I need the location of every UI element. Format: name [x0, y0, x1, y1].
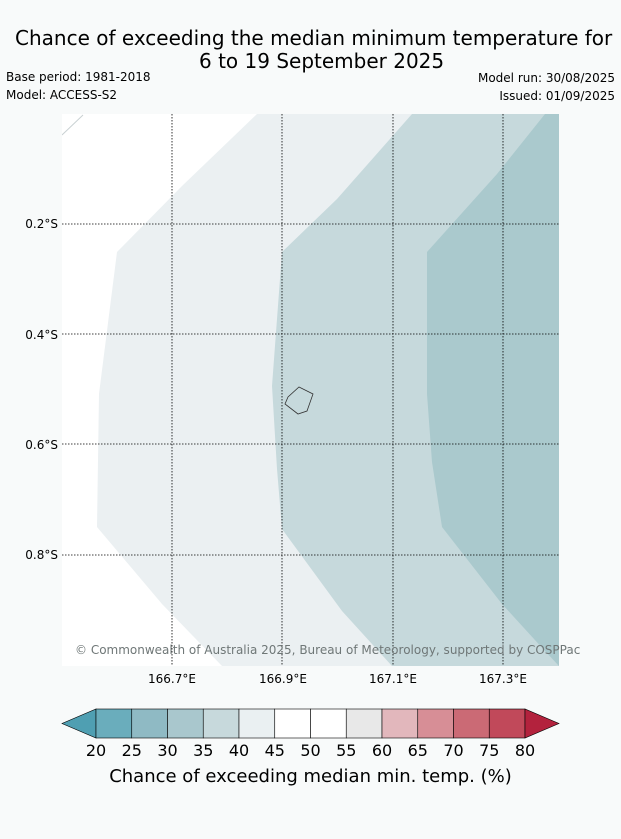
colorbar-cell-35-40: [202, 708, 240, 739]
colorbar-cell-65-70: [417, 708, 454, 739]
coast-fragment: [62, 114, 84, 136]
lon-label-167.1e: 167.1°E: [369, 672, 417, 686]
lon-label-166.9e: 166.9°E: [259, 672, 307, 686]
colorbar-tick-65: 65: [407, 741, 428, 760]
lat-label-0.4s: 0.4°S: [25, 328, 58, 342]
colorbar-tick-75: 75: [479, 741, 500, 760]
colorbar-tick-55: 55: [336, 741, 357, 760]
model-run: Model run: 30/08/2025: [477, 71, 615, 85]
graticule: [62, 114, 559, 666]
colorbar-tick-30: 30: [157, 741, 178, 760]
colorbar-arrow-low: [61, 708, 97, 739]
colorbar-cell-45-50: [274, 708, 311, 739]
colorbar-tick-45: 45: [264, 741, 285, 760]
colorbar-cell-30-35: [167, 708, 204, 739]
lat-label-0.8s: 0.8°S: [25, 548, 58, 562]
lon-label-166.7e: 166.7°E: [148, 672, 196, 686]
band-35-40: [427, 114, 559, 666]
base-period: Base period: 1981-2018: [6, 70, 151, 84]
colorbar-tick-70: 70: [443, 741, 464, 760]
colorbar-label: Chance of exceeding median min. temp. (%…: [109, 766, 512, 787]
colorbar-cell-60-65: [381, 708, 419, 739]
colorbar-tick-50: 50: [300, 741, 321, 760]
colorbar-cell-25-30: [131, 708, 168, 739]
model-name: Model: ACCESS-S2: [6, 88, 118, 102]
colorbar-tick-35: 35: [193, 741, 214, 760]
map-panel: [62, 114, 559, 666]
map-title-line2: 6 to 19 September 2025: [199, 49, 445, 73]
colorbar-cell-50-55: [310, 708, 347, 739]
colorbar-tick-60: 60: [371, 741, 393, 760]
colorbar-tick-20: 20: [85, 741, 107, 760]
colorbar-cell-40-45: [238, 708, 276, 739]
colorbar-cell-75-80: [488, 708, 526, 739]
colorbar-tick-25: 25: [121, 741, 142, 760]
island-outline: [284, 386, 314, 415]
colorbar-tick-80: 80: [514, 741, 536, 760]
lon-label-167.3e: 167.3°E: [479, 672, 527, 686]
map-title-line1: Chance of exceeding the median minimum t…: [15, 26, 613, 50]
colorbar: [61, 708, 560, 739]
lat-label-0.6s: 0.6°S: [25, 438, 58, 452]
lat-label-0.2s: 0.2°S: [25, 217, 58, 231]
colorbar-cell-55-60: [345, 708, 383, 739]
colorbar-cell-20-25: [95, 708, 133, 739]
colorbar-arrow-high: [524, 708, 560, 739]
copyright-notice: © Commonwealth of Australia 2025, Bureau…: [75, 643, 581, 657]
colorbar-tick-40: 40: [228, 741, 250, 760]
issued-date: Issued: 01/09/2025: [499, 89, 615, 103]
colorbar-cell-70-75: [453, 708, 490, 739]
